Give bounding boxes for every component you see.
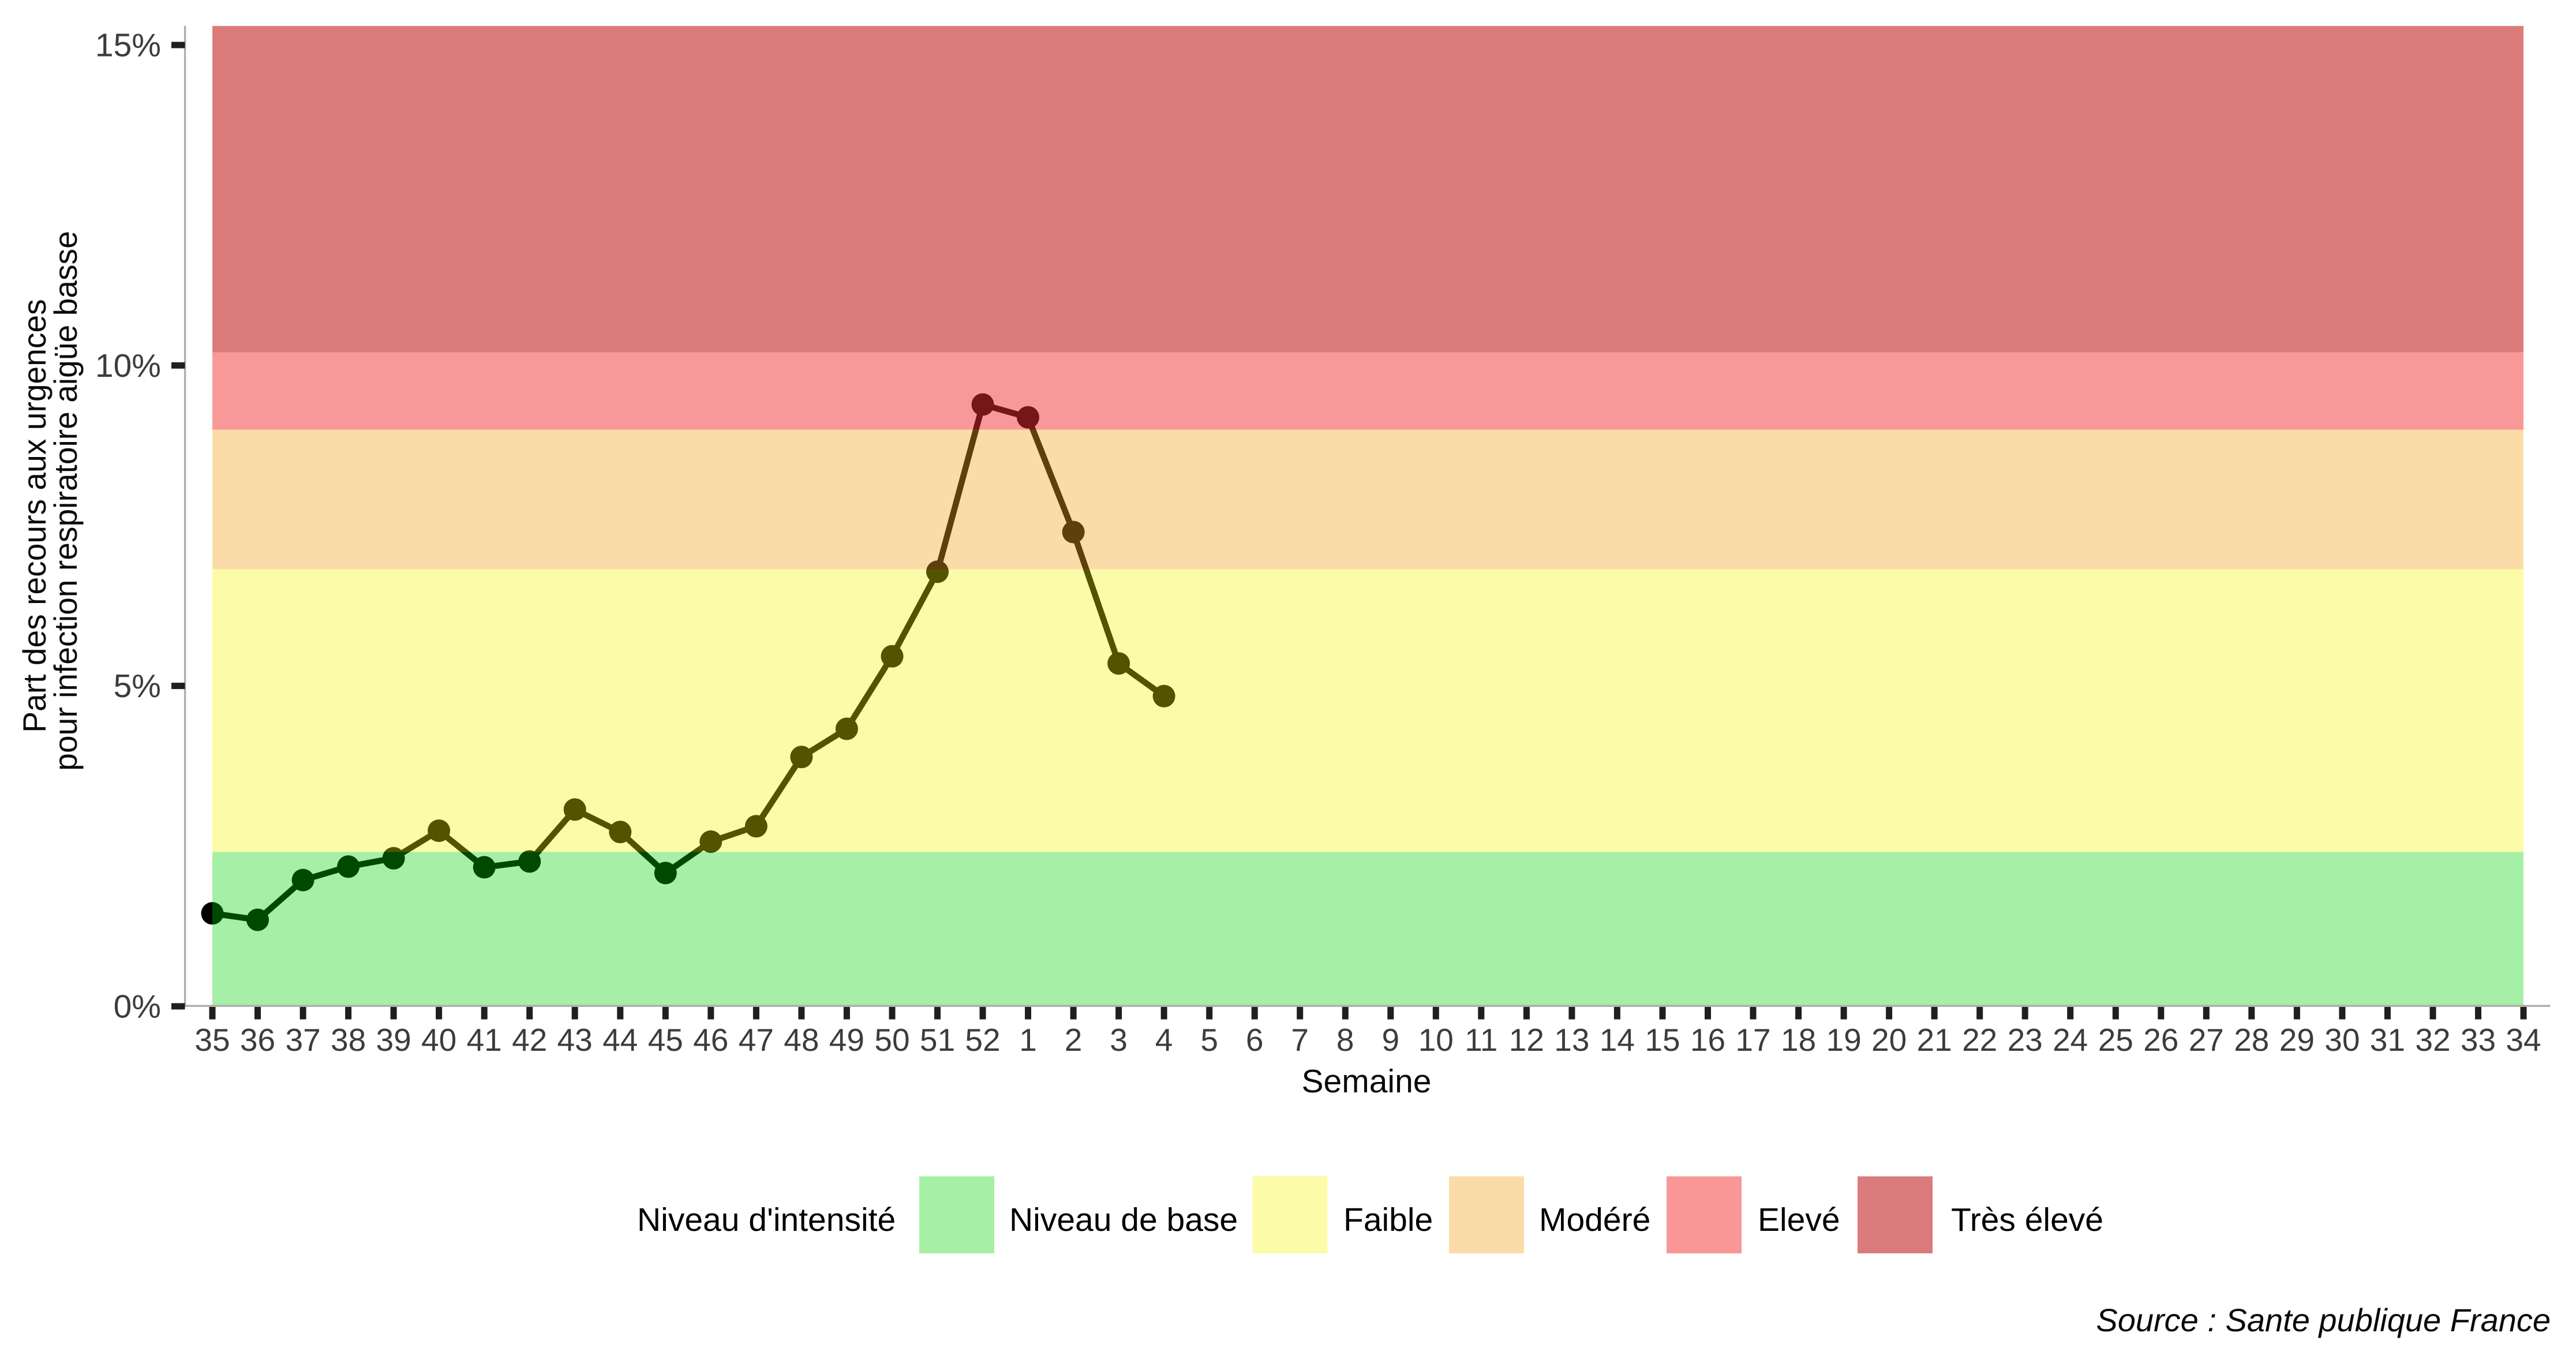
svg-text:5: 5 <box>1200 1022 1218 1058</box>
svg-text:44: 44 <box>602 1022 638 1058</box>
svg-text:1: 1 <box>1019 1022 1037 1058</box>
svg-text:32: 32 <box>2415 1022 2450 1058</box>
svg-text:23: 23 <box>2008 1022 2043 1058</box>
svg-text:13: 13 <box>1554 1022 1589 1058</box>
svg-text:26: 26 <box>2143 1022 2178 1058</box>
svg-text:22: 22 <box>1962 1022 1997 1058</box>
svg-text:29: 29 <box>2279 1022 2315 1058</box>
svg-text:0%: 0% <box>114 988 161 1025</box>
svg-text:19: 19 <box>1826 1022 1862 1058</box>
svg-text:Niveau d'intensité: Niveau d'intensité <box>637 1201 896 1238</box>
svg-text:7: 7 <box>1291 1022 1309 1058</box>
svg-text:Faible: Faible <box>1343 1201 1433 1238</box>
svg-text:Part des recours aux urgences: Part des recours aux urgences <box>17 299 53 733</box>
svg-text:11: 11 <box>1465 1022 1497 1058</box>
svg-text:45: 45 <box>648 1022 683 1058</box>
svg-text:33: 33 <box>2461 1022 2496 1058</box>
svg-text:4: 4 <box>1155 1022 1173 1058</box>
svg-text:14: 14 <box>1600 1022 1635 1058</box>
svg-text:41: 41 <box>467 1022 502 1058</box>
svg-text:39: 39 <box>376 1022 411 1058</box>
svg-text:34: 34 <box>2506 1022 2541 1058</box>
svg-text:5%: 5% <box>114 668 161 705</box>
svg-text:50: 50 <box>874 1022 909 1058</box>
svg-text:17: 17 <box>1735 1022 1770 1058</box>
svg-text:Très élevé: Très élevé <box>1951 1201 2103 1238</box>
svg-text:27: 27 <box>2189 1022 2224 1058</box>
svg-text:48: 48 <box>784 1022 819 1058</box>
svg-text:38: 38 <box>331 1022 366 1058</box>
svg-text:3: 3 <box>1110 1022 1128 1058</box>
svg-text:Niveau de base: Niveau de base <box>1009 1201 1238 1238</box>
svg-text:8: 8 <box>1336 1022 1354 1058</box>
svg-text:Modéré: Modéré <box>1539 1201 1650 1238</box>
svg-text:46: 46 <box>693 1022 728 1058</box>
svg-text:18: 18 <box>1781 1022 1816 1058</box>
svg-text:24: 24 <box>2053 1022 2088 1058</box>
svg-text:47: 47 <box>739 1022 774 1058</box>
svg-text:28: 28 <box>2234 1022 2269 1058</box>
svg-text:2: 2 <box>1065 1022 1083 1058</box>
svg-text:21: 21 <box>1917 1022 1952 1058</box>
svg-text:37: 37 <box>286 1022 321 1058</box>
svg-text:40: 40 <box>421 1022 456 1058</box>
svg-text:49: 49 <box>829 1022 864 1058</box>
svg-text:pour infection respiratoire ai: pour infection respiratoire aigüe basse <box>48 231 84 771</box>
svg-text:12: 12 <box>1509 1022 1544 1058</box>
svg-text:30: 30 <box>2324 1022 2360 1058</box>
svg-text:Source : Sante publique France: Source : Sante publique France <box>2096 1302 2551 1338</box>
svg-text:10: 10 <box>1418 1022 1454 1058</box>
svg-text:15%: 15% <box>95 27 161 64</box>
svg-text:42: 42 <box>512 1022 547 1058</box>
svg-text:31: 31 <box>2370 1022 2405 1058</box>
svg-text:10%: 10% <box>95 347 161 384</box>
svg-text:20: 20 <box>1871 1022 1907 1058</box>
svg-text:Semaine: Semaine <box>1302 1063 1432 1100</box>
svg-text:15: 15 <box>1645 1022 1680 1058</box>
svg-text:52: 52 <box>965 1022 1000 1058</box>
svg-text:Elevé: Elevé <box>1758 1201 1840 1238</box>
svg-text:25: 25 <box>2098 1022 2133 1058</box>
svg-text:36: 36 <box>240 1022 275 1058</box>
svg-text:51: 51 <box>920 1022 955 1058</box>
svg-text:35: 35 <box>194 1022 230 1058</box>
svg-text:9: 9 <box>1382 1022 1400 1058</box>
svg-text:43: 43 <box>557 1022 593 1058</box>
svg-text:16: 16 <box>1690 1022 1725 1058</box>
svg-text:6: 6 <box>1246 1022 1264 1058</box>
